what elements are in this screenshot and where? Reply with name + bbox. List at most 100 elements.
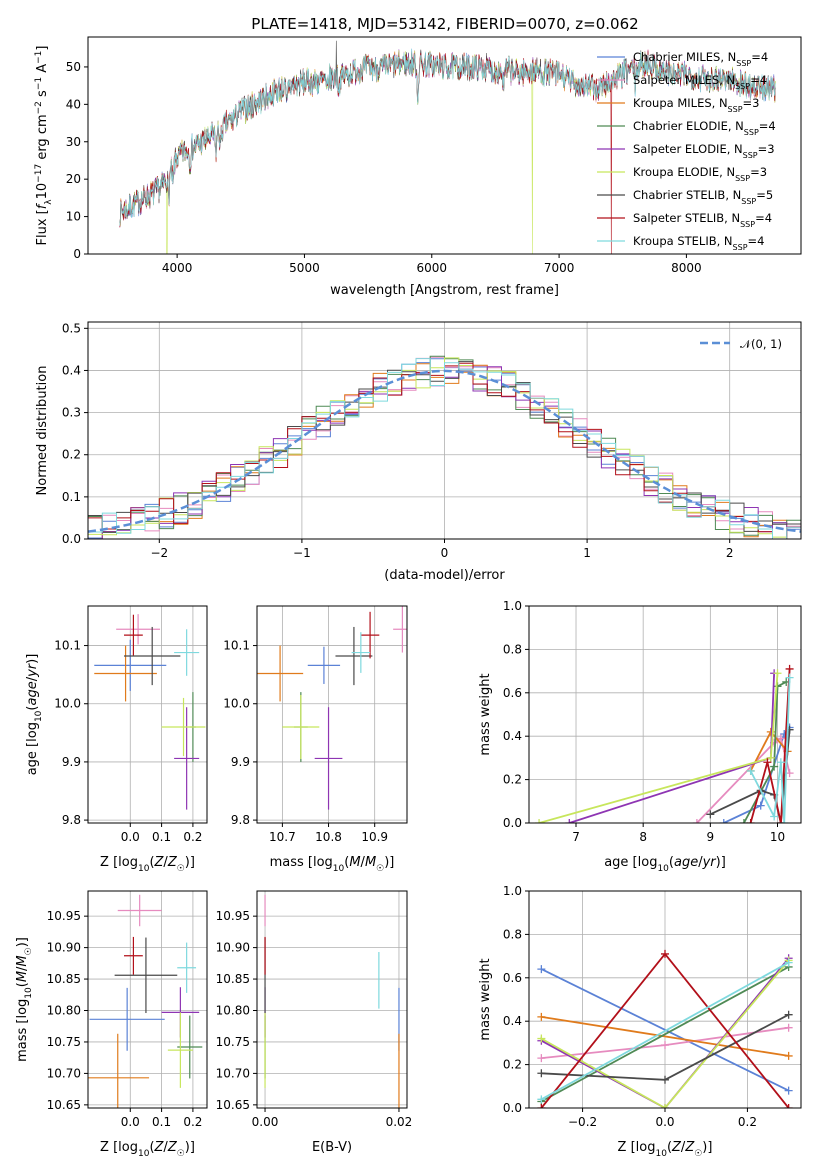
series-salpeter-miles — [537, 1023, 793, 1063]
y-tick-label: 0.0 — [62, 532, 81, 546]
x-tick-label: 0.1 — [152, 1115, 171, 1129]
plot-area — [88, 891, 207, 1108]
y-axis-label: mass weight — [478, 673, 493, 755]
x-axis-label: Z [log10(Z/Z☉)] — [100, 855, 195, 874]
y-tick-label: 10.65 — [216, 1098, 250, 1112]
plot-area — [257, 891, 407, 1108]
errorbar-salpeter-miles — [117, 894, 162, 927]
x-tick-label: 9 — [707, 830, 715, 844]
plus-marker — [773, 669, 782, 678]
series-chabrier-miles — [537, 965, 793, 1095]
plot-area — [88, 37, 801, 254]
errorbar-kroupa-elodie — [167, 1012, 193, 1088]
x-tick-label: 0.02 — [386, 1115, 413, 1129]
plus-marker — [537, 965, 546, 974]
legend: Chabrier MILES, NSSP=4 Salpeter MILES, NS… — [597, 50, 776, 252]
data-layer — [88, 894, 203, 1108]
series-kroupa-elodie — [535, 669, 782, 823]
y-tick-label: 0.2 — [503, 773, 522, 787]
plus-marker — [766, 753, 775, 762]
plot-area — [257, 606, 407, 823]
plus-marker — [785, 673, 794, 682]
panel-residuals: −2 −1 0 1 2 0.0 0.1 0.2 0.3 0.4 0.5 (data-model)/er… — [35, 321, 802, 583]
y-tick-label: 0.1 — [62, 490, 81, 504]
x-tick-label: 2 — [726, 546, 734, 560]
y-tick-label: 10.1 — [54, 639, 81, 653]
x-axis-label: mass [log10(M/M☉)] — [270, 855, 395, 874]
errorbar-salpeter-elodie — [174, 707, 200, 810]
plus-marker — [784, 1051, 793, 1060]
x-tick-label: 7000 — [544, 261, 575, 275]
legend-label: Chabrier STELIB, NSSP=5 — [633, 188, 773, 206]
y-tick-label: 9.9 — [231, 755, 250, 769]
data-layer — [119, 40, 776, 254]
data-layer — [537, 949, 793, 1108]
y-tick-label: 10.0 — [223, 697, 250, 711]
y-tick-label: 0.8 — [503, 927, 522, 941]
y-tick-label: 0.6 — [503, 686, 522, 700]
x-tick-label: 0.0 — [121, 830, 140, 844]
y-axis-label: age [log10(age/yr)] — [25, 654, 44, 776]
y-tick-label: 0.4 — [62, 363, 81, 377]
spectrum-title: PLATE=1418, MJD=53142, FIBERID=0070, z=0… — [251, 15, 638, 33]
x-tick-label: 1 — [583, 546, 591, 560]
y-tick-label: 9.9 — [62, 755, 81, 769]
x-axis-label: E(B-V) — [312, 1140, 352, 1155]
errorbar-kroupa-stelib — [177, 942, 197, 993]
legend-label: Kroupa STELIB, NSSP=4 — [633, 234, 764, 252]
errorbar-chabrier-miles — [89, 987, 165, 1051]
errorbar-kroupa-elodie — [282, 695, 320, 760]
plus-marker — [770, 812, 779, 821]
legend-label: Chabrier ELODIE, NSSP=4 — [633, 119, 776, 137]
x-tick-label: −2 — [150, 546, 168, 560]
legend-label: Salpeter ELODIE, NSSP=3 — [633, 142, 775, 160]
series-kroupa-stelib — [537, 958, 793, 1104]
y-tick-label: 10.95 — [47, 909, 81, 923]
x-tick-label: 10.9 — [361, 830, 388, 844]
y-tick-label: 10.70 — [216, 1066, 250, 1080]
plus-marker — [537, 1104, 546, 1108]
y-tick-label: 10.0 — [54, 697, 81, 711]
errorbar-chabrier-miles — [94, 639, 167, 691]
errorbar-salpeter-stelib — [124, 614, 143, 656]
x-tick-label: 0 — [441, 546, 449, 560]
y-tick-label: 0.4 — [503, 729, 522, 743]
plus-marker — [784, 1023, 793, 1032]
y-tick-label: 50 — [66, 60, 81, 74]
errorbar-kroupa-miles — [94, 645, 157, 702]
panel-mass-vs-Z: 0.0 0.1 0.2 10.65 10.70 10.75 10.80 10.85 10.90 1… — [15, 890, 208, 1159]
errorbar-chabrier-stelib — [124, 626, 181, 686]
plus-marker — [661, 1041, 669, 1050]
series-line — [540, 966, 790, 1103]
y-tick-label: 10 — [66, 210, 81, 224]
legend: 𝒩(0, 1) — [700, 337, 782, 351]
x-tick-label: 4000 — [162, 261, 193, 275]
spectrum-line-kroupa-stelib — [119, 48, 776, 226]
y-tick-label: 0.4 — [503, 1014, 522, 1028]
x-tick-label: 0.1 — [152, 830, 171, 844]
data-layer — [257, 606, 407, 810]
panel-age-vs-mass: 10.7 10.8 10.9 9.8 9.9 10.0 10.1 mass [log10(M/… — [223, 605, 408, 874]
plus-marker — [537, 1012, 546, 1021]
plus-marker — [537, 1095, 546, 1104]
x-tick-label: 7 — [572, 830, 580, 844]
plus-marker — [537, 1069, 546, 1078]
x-axis-label: Z [log10(Z/Z☉)] — [618, 1140, 713, 1159]
plus-marker — [661, 949, 669, 958]
y-tick-label: 0 — [73, 247, 81, 261]
series-chabrier-stelib — [537, 1010, 793, 1084]
axes-frame — [256, 605, 408, 824]
x-tick-label: 10.7 — [269, 830, 296, 844]
legend-label: Salpeter MILES, NSSP=4 — [633, 73, 767, 91]
plus-marker — [746, 819, 755, 823]
series-salpeter-stelib — [746, 664, 794, 823]
legend-label: Kroupa MILES, NSSP=3 — [633, 96, 759, 114]
series-kroupa-miles — [537, 1012, 793, 1060]
x-tick-label: 0.2 — [183, 1115, 202, 1129]
errorbar-salpeter-miles — [393, 606, 407, 653]
series-kroupa-elodie — [537, 956, 793, 1108]
y-tick-label: 9.8 — [62, 813, 81, 827]
y-tick-label: 10.80 — [47, 1004, 81, 1018]
y-tick-label: 0.8 — [503, 642, 522, 656]
